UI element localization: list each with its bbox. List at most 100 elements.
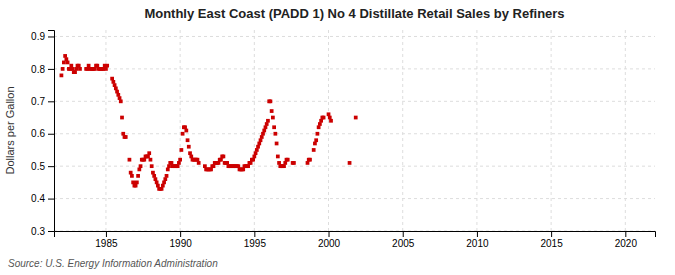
point bbox=[187, 145, 191, 149]
point bbox=[354, 116, 358, 120]
point bbox=[317, 125, 321, 129]
tick-mark bbox=[403, 231, 404, 237]
tick-mark bbox=[48, 101, 54, 102]
annotation: Source: U.S. Energy Information Administ… bbox=[8, 258, 218, 269]
point bbox=[273, 132, 277, 136]
point bbox=[252, 155, 256, 159]
tick-mark bbox=[48, 231, 54, 232]
tick-label: 0.7 bbox=[31, 96, 45, 107]
point bbox=[151, 171, 155, 175]
point bbox=[246, 164, 250, 168]
tick-mark bbox=[551, 231, 552, 237]
point bbox=[69, 64, 73, 68]
grid bbox=[54, 30, 655, 231]
point bbox=[152, 174, 156, 178]
tick: 0.4 bbox=[31, 193, 54, 204]
point bbox=[183, 125, 187, 129]
point bbox=[74, 67, 78, 71]
point bbox=[306, 161, 310, 165]
point bbox=[286, 158, 290, 162]
point bbox=[236, 164, 240, 168]
point bbox=[271, 116, 275, 120]
point bbox=[177, 161, 181, 165]
point bbox=[161, 184, 165, 188]
tick: 0.7 bbox=[31, 96, 54, 107]
point bbox=[64, 57, 68, 61]
tick: 2010 bbox=[466, 231, 489, 249]
tick-mark bbox=[48, 134, 54, 135]
grid-line-x bbox=[625, 30, 626, 231]
point bbox=[155, 180, 159, 184]
point bbox=[167, 164, 171, 168]
point bbox=[283, 161, 287, 165]
point bbox=[264, 125, 268, 129]
point bbox=[262, 129, 266, 133]
point bbox=[170, 161, 174, 165]
point bbox=[209, 168, 213, 172]
point bbox=[93, 67, 97, 71]
point bbox=[131, 180, 135, 184]
point bbox=[104, 67, 108, 71]
tick-mark bbox=[254, 231, 255, 237]
tick-label: 0.4 bbox=[31, 193, 45, 204]
point bbox=[118, 96, 122, 100]
tick: 2015 bbox=[540, 231, 563, 249]
grid-line-x bbox=[551, 30, 552, 231]
grid-line-y bbox=[54, 166, 655, 167]
tick-mark bbox=[48, 36, 54, 37]
tick-label: 0.9 bbox=[31, 31, 45, 42]
point bbox=[77, 64, 81, 68]
point bbox=[162, 180, 166, 184]
tick: 1985 bbox=[95, 231, 118, 249]
point bbox=[256, 145, 260, 149]
tick-label: 1995 bbox=[244, 238, 267, 249]
point bbox=[105, 64, 109, 68]
grid-line-x bbox=[476, 30, 477, 231]
grid-line-x bbox=[180, 30, 181, 231]
point bbox=[130, 174, 134, 178]
point bbox=[275, 142, 279, 146]
tick: 0.6 bbox=[31, 128, 54, 139]
point bbox=[135, 180, 139, 184]
point bbox=[113, 83, 117, 87]
tick-mark bbox=[329, 231, 330, 237]
tick: 2020 bbox=[615, 231, 638, 249]
point bbox=[87, 64, 91, 68]
point bbox=[276, 155, 280, 159]
point bbox=[136, 174, 140, 178]
point bbox=[137, 168, 141, 172]
point bbox=[179, 148, 183, 152]
point bbox=[292, 161, 296, 165]
point bbox=[111, 80, 115, 84]
tick-mark bbox=[48, 69, 54, 70]
y-axis: 0.30.40.50.60.70.80.9 bbox=[31, 31, 54, 237]
chart-svg: 198519901995200020052010201520200.30.40.… bbox=[0, 0, 675, 275]
point bbox=[154, 177, 158, 181]
grid-line-y bbox=[54, 36, 655, 37]
point bbox=[63, 54, 67, 58]
point bbox=[241, 168, 245, 172]
point bbox=[319, 119, 323, 123]
point bbox=[212, 164, 216, 168]
point bbox=[66, 61, 70, 65]
point bbox=[251, 158, 255, 162]
point bbox=[147, 151, 151, 155]
point bbox=[316, 132, 320, 136]
tick: 1990 bbox=[170, 231, 193, 249]
grid-line-x bbox=[105, 30, 106, 231]
point bbox=[197, 161, 201, 165]
point bbox=[128, 158, 132, 162]
tick-label: 0.8 bbox=[31, 64, 45, 75]
tick-mark bbox=[48, 199, 54, 200]
point bbox=[95, 64, 99, 68]
tick-mark bbox=[625, 231, 626, 237]
point bbox=[222, 155, 226, 159]
tick-label: 2000 bbox=[318, 238, 341, 249]
tick-mark bbox=[180, 231, 181, 237]
point bbox=[269, 99, 273, 103]
point bbox=[163, 177, 167, 181]
grid-line-x bbox=[328, 30, 329, 231]
point bbox=[217, 161, 221, 165]
tick-mark bbox=[477, 231, 478, 237]
grid-line-y bbox=[54, 68, 655, 69]
